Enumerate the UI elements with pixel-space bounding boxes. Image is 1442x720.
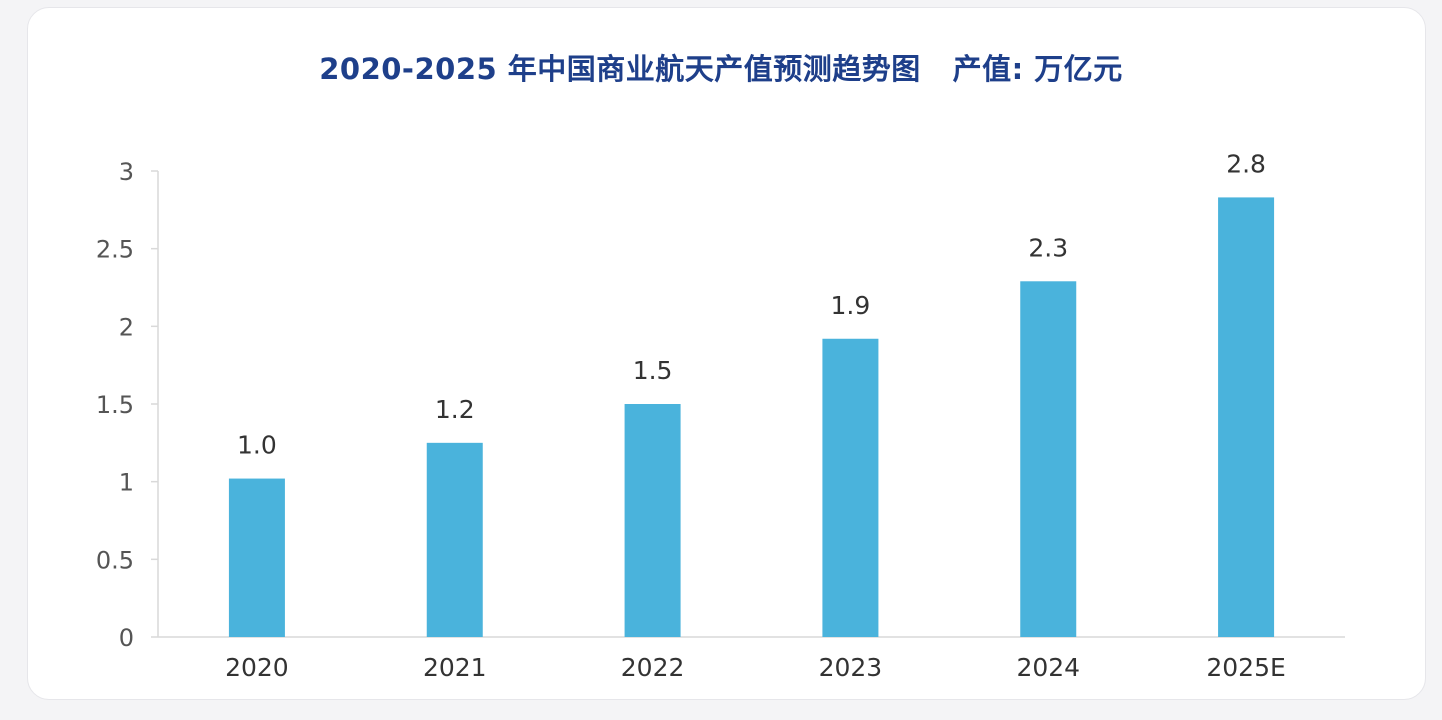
bar [228,478,285,637]
x-tick-label: 2022 [621,653,685,682]
y-tick-label: 0.5 [96,546,134,574]
x-tick-label: 2023 [819,653,883,682]
y-tick-label: 0 [119,624,134,652]
x-tick-label: 2021 [423,653,487,682]
bar [1218,197,1275,637]
data-label: 2.3 [1028,233,1068,262]
x-tick-label: 2025E [1206,653,1285,682]
y-tick-label: 1 [119,469,134,497]
bar [1020,281,1077,637]
data-label: 1.5 [633,356,673,385]
x-axis: 2020 2021 2022 2023 2024 2025E [158,636,1345,682]
y-axis: 0 0.5 1 1.5 2 2.5 3 [96,158,159,652]
y-tick-label: 2.5 [96,236,134,264]
bar [426,442,483,637]
y-tick-label: 1.5 [96,391,134,419]
y-tick-label: 3 [119,158,134,186]
data-label: 1.9 [831,291,871,320]
x-tick-label: 2024 [1016,653,1080,682]
data-label: 1.0 [237,431,277,460]
data-label: 2.8 [1226,149,1266,178]
bar [624,404,681,637]
x-tick-label: 2020 [225,653,289,682]
data-label: 1.2 [435,395,475,424]
data-labels: 1.0 1.2 1.5 1.9 2.3 2.8 [237,149,1266,459]
bars [228,197,1275,637]
y-tick-label: 2 [119,313,134,341]
bar [822,338,879,637]
chart-title: 2020-2025 年中国商业航天产值预测趋势图 产值: 万亿元 [319,52,1123,86]
